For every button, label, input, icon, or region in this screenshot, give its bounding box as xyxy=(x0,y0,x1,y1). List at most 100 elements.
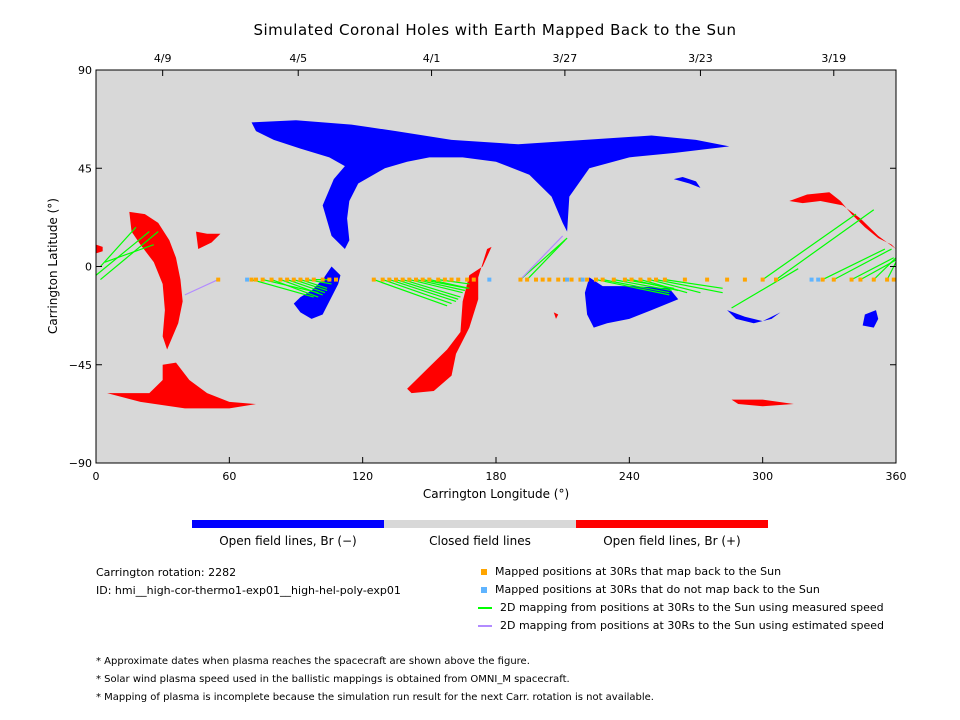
mapped-back-point xyxy=(278,277,283,282)
mapped-back-point xyxy=(216,277,221,282)
y-tick-label: −45 xyxy=(69,359,92,372)
coronal-hole-positive xyxy=(789,192,896,250)
x-axis-title: Carrington Longitude (°) xyxy=(423,487,569,501)
top-date-label: 3/23 xyxy=(688,52,713,65)
measured-speed-mapping-line xyxy=(775,209,875,281)
colorbar-positive xyxy=(576,520,768,528)
coronal-hole-negative xyxy=(862,310,879,328)
mapped-back-point xyxy=(540,277,545,282)
mapped-back-point xyxy=(682,277,687,282)
mapped-back-point xyxy=(269,277,274,282)
measured-speed-mapping-line xyxy=(822,248,886,281)
mapped-back-point xyxy=(442,277,447,282)
top-date-label: 3/19 xyxy=(821,52,846,65)
coronal-hole-negative xyxy=(251,120,730,250)
mapped-back-point xyxy=(562,277,567,282)
mapped-back-point xyxy=(311,277,316,282)
top-date-label: 4/5 xyxy=(289,52,307,65)
mapped-back-point xyxy=(471,277,476,282)
mapped-back-point xyxy=(871,277,876,282)
mapped-back-point xyxy=(305,277,310,282)
mapped-back-point xyxy=(556,277,561,282)
y-axis-title: Carrington Latitude (°) xyxy=(46,198,60,334)
mapped-back-point xyxy=(427,277,432,282)
footnote-incomplete: * Mapping of plasma is incomplete becaus… xyxy=(96,692,654,703)
axes-layer: 0 60 120 180 240 300 360 90 45 0 −45 −90 4/9 4/5 4/1 3/… xyxy=(69,52,907,483)
plot-background xyxy=(96,70,896,463)
mapped-back-point xyxy=(291,277,296,282)
mapped-back-point xyxy=(654,277,658,282)
mapped-back-point xyxy=(849,277,854,282)
mapped-back-point xyxy=(705,277,710,282)
y-tick-label: −90 xyxy=(69,457,92,470)
mapped-back-point xyxy=(371,277,376,282)
legend-not-mapped-back: Mapped positions at 30Rs that do not map… xyxy=(478,583,820,597)
mapped-back-point xyxy=(260,277,265,282)
mapped-back-point xyxy=(891,277,896,282)
mapped-back-point xyxy=(465,277,470,282)
mapped-back-point xyxy=(662,277,667,282)
mapped-back-point xyxy=(885,277,890,282)
mapped-back-point xyxy=(594,277,598,282)
mapping-lines-layer xyxy=(95,209,897,309)
mapped-back-point xyxy=(518,277,523,282)
measured-speed-mapping-line xyxy=(99,226,137,267)
mapped-back-point xyxy=(400,277,405,282)
measured-speed-mapping-line xyxy=(873,257,897,281)
not-mapped-back-point xyxy=(809,277,814,282)
measured-speed-mapping-line xyxy=(833,248,892,281)
footnote-speed-source: * Solar wind plasma speed used in the ba… xyxy=(96,674,570,685)
coronal-hole-positive xyxy=(553,312,559,319)
mapped-back-point xyxy=(298,277,303,282)
mapped-back-point xyxy=(725,277,730,282)
coronal-hole-positive xyxy=(96,244,103,254)
mapped-back-point xyxy=(858,277,863,282)
measured-speed-mapping-line xyxy=(655,279,723,294)
coronal-hole-positive xyxy=(407,246,492,394)
measured-speed-mapping-line xyxy=(100,231,159,281)
legend-swatch-measured-speed xyxy=(478,607,492,609)
measured-speed-mapping-line xyxy=(526,239,566,281)
coronal-hole-positive xyxy=(129,211,183,350)
mapped-back-point xyxy=(320,277,325,282)
mapped-back-point xyxy=(414,277,418,282)
mapped-back-point xyxy=(327,277,332,282)
top-date-label: 3/27 xyxy=(553,52,578,65)
measured-speed-mapping-line xyxy=(395,279,459,300)
legend-label: 2D mapping from positions at 30Rs to the… xyxy=(500,601,884,614)
not-mapped-back-point xyxy=(580,277,585,282)
colorbar-label-negative: Open field lines, Br (−) xyxy=(219,534,357,548)
x-tick-label: 120 xyxy=(352,470,373,483)
mapped-back-point xyxy=(742,277,747,282)
legend-label: Mapped positions at 30Rs that do not map… xyxy=(495,583,820,596)
x-tick-label: 60 xyxy=(222,470,236,483)
mapped-back-point xyxy=(547,277,552,282)
colorbar-closed xyxy=(384,520,576,528)
measured-speed-mapping-line xyxy=(307,279,332,285)
chart-title: Simulated Coronal Holes with Earth Mappe… xyxy=(253,21,737,39)
mapped-back-point xyxy=(407,277,412,282)
measured-speed-mapping-line xyxy=(602,279,670,294)
legend-swatch-not-mapped-back xyxy=(481,587,487,593)
legend-measured-speed: 2D mapping from positions at 30Rs to the… xyxy=(478,601,884,615)
measured-speed-mapping-line xyxy=(280,279,323,296)
legend-estimated-speed: 2D mapping from positions at 30Rs to the… xyxy=(478,619,884,633)
mapped-back-point xyxy=(254,277,258,282)
coronal-hole-negative xyxy=(727,310,781,324)
x-tick-label: 240 xyxy=(619,470,640,483)
measured-speed-mapping-line xyxy=(104,244,154,263)
mapped-back-point xyxy=(585,277,590,282)
measured-speed-mapping-line xyxy=(251,279,314,298)
measured-speed-mapping-line xyxy=(640,279,688,294)
coronal-hole-chart: 0 60 120 180 240 300 360 90 45 0 −45 −90 4/9 4/5 4/1 3/… xyxy=(46,52,907,501)
estimated-speed-mapping-line xyxy=(520,235,564,281)
measured-speed-mapping-line xyxy=(271,279,319,298)
measured-speed-mapping-line xyxy=(649,279,701,294)
mapped-back-point xyxy=(622,277,627,282)
y-tick-label: 0 xyxy=(85,261,92,274)
mapped-back-point xyxy=(629,277,634,282)
top-date-label: 4/1 xyxy=(423,52,441,65)
colorbar xyxy=(192,520,768,528)
measured-speed-mapping-line xyxy=(409,279,463,294)
mapped-back-point xyxy=(380,277,385,282)
